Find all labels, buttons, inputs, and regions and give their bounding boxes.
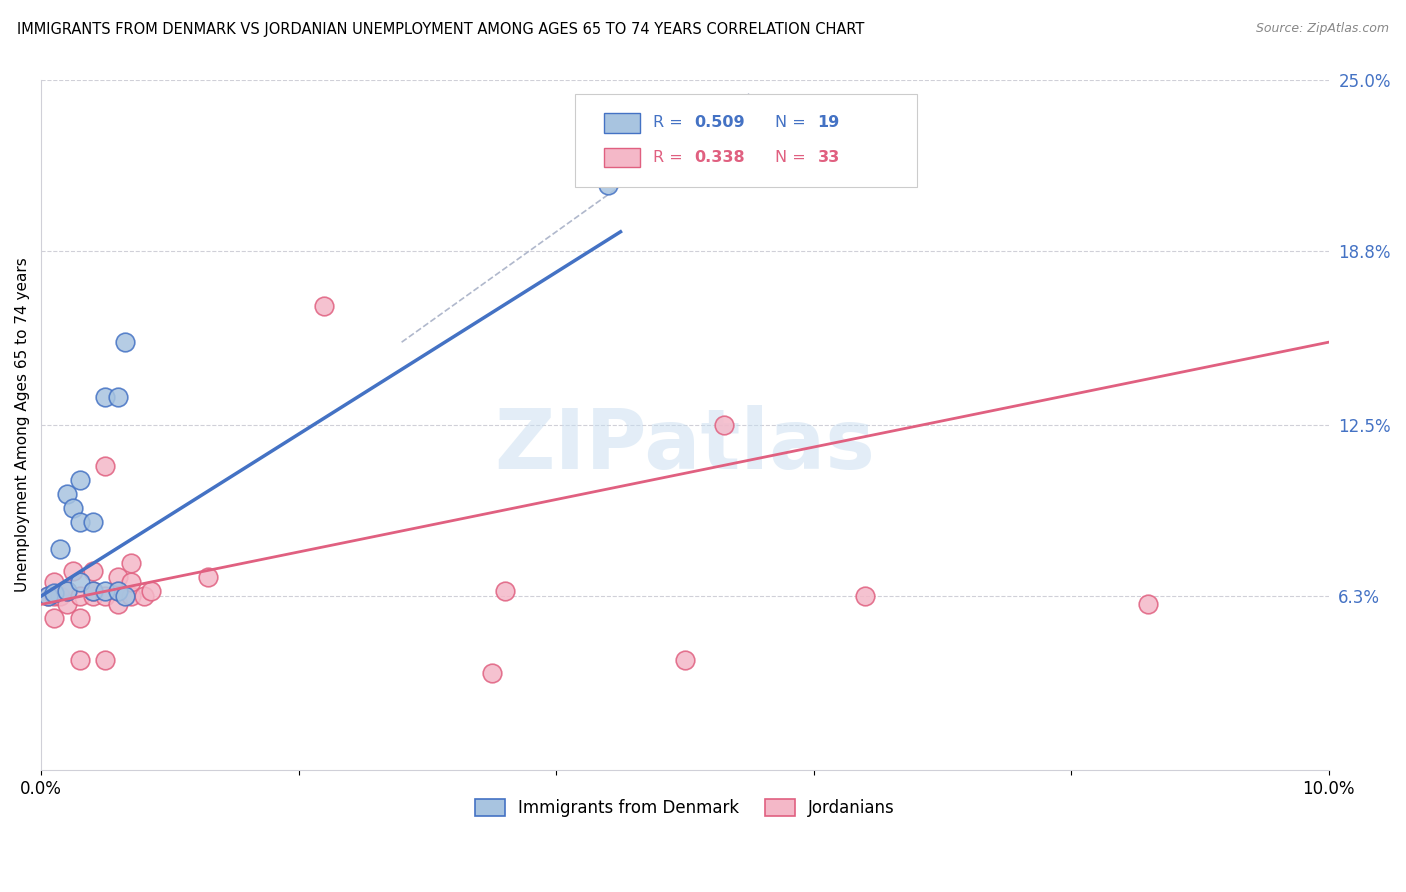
Text: R =: R =	[652, 115, 688, 130]
Point	[120, 575, 142, 590]
Text: IMMIGRANTS FROM DENMARK VS JORDANIAN UNEMPLOYMENT AMONG AGES 65 TO 74 YEARS CORR: IMMIGRANTS FROM DENMARK VS JORDANIAN UNE…	[17, 22, 865, 37]
Point	[107, 583, 129, 598]
Point	[494, 583, 516, 598]
FancyBboxPatch shape	[575, 94, 917, 187]
FancyBboxPatch shape	[603, 148, 640, 168]
Point	[120, 556, 142, 570]
Point	[42, 586, 65, 600]
Text: 0.509: 0.509	[695, 115, 745, 130]
Point	[673, 652, 696, 666]
Text: 19: 19	[817, 115, 839, 130]
Point	[82, 589, 104, 603]
Text: 0.338: 0.338	[695, 150, 745, 165]
Point	[132, 589, 155, 603]
Point	[82, 583, 104, 598]
Point	[37, 589, 59, 603]
Point	[94, 652, 117, 666]
Text: N =: N =	[775, 150, 811, 165]
Point	[49, 589, 72, 603]
Point	[42, 589, 65, 603]
Point	[69, 589, 91, 603]
Point	[69, 611, 91, 625]
Point	[120, 589, 142, 603]
Point	[596, 178, 619, 192]
Point	[114, 589, 136, 603]
Point	[82, 583, 104, 598]
Point	[37, 589, 59, 603]
Point	[49, 542, 72, 557]
Point	[107, 598, 129, 612]
Point	[314, 299, 336, 313]
Text: R =: R =	[652, 150, 688, 165]
Point	[62, 500, 84, 515]
Point	[42, 611, 65, 625]
Point	[56, 598, 79, 612]
Text: N =: N =	[775, 115, 811, 130]
Legend: Immigrants from Denmark, Jordanians: Immigrants from Denmark, Jordanians	[468, 792, 901, 824]
Point	[94, 583, 117, 598]
Point	[69, 575, 91, 590]
Point	[114, 335, 136, 350]
Point	[56, 487, 79, 501]
Text: Source: ZipAtlas.com: Source: ZipAtlas.com	[1256, 22, 1389, 36]
FancyBboxPatch shape	[603, 113, 640, 133]
Point	[713, 417, 735, 432]
Point	[107, 391, 129, 405]
Point	[107, 583, 129, 598]
Point	[82, 515, 104, 529]
Point	[94, 459, 117, 474]
Point	[1137, 598, 1160, 612]
Point	[56, 583, 79, 598]
Point	[94, 589, 117, 603]
Point	[596, 101, 619, 115]
Text: 33: 33	[817, 150, 839, 165]
Text: ZIPatlas: ZIPatlas	[495, 405, 876, 486]
Point	[82, 564, 104, 578]
Point	[69, 652, 91, 666]
Point	[69, 473, 91, 487]
Point	[139, 583, 162, 598]
Point	[62, 564, 84, 578]
Point	[481, 666, 503, 681]
Point	[107, 570, 129, 584]
Point	[197, 570, 219, 584]
Point	[42, 575, 65, 590]
Point	[94, 391, 117, 405]
Point	[853, 589, 876, 603]
Y-axis label: Unemployment Among Ages 65 to 74 years: Unemployment Among Ages 65 to 74 years	[15, 258, 30, 592]
Point	[56, 583, 79, 598]
Point	[69, 515, 91, 529]
